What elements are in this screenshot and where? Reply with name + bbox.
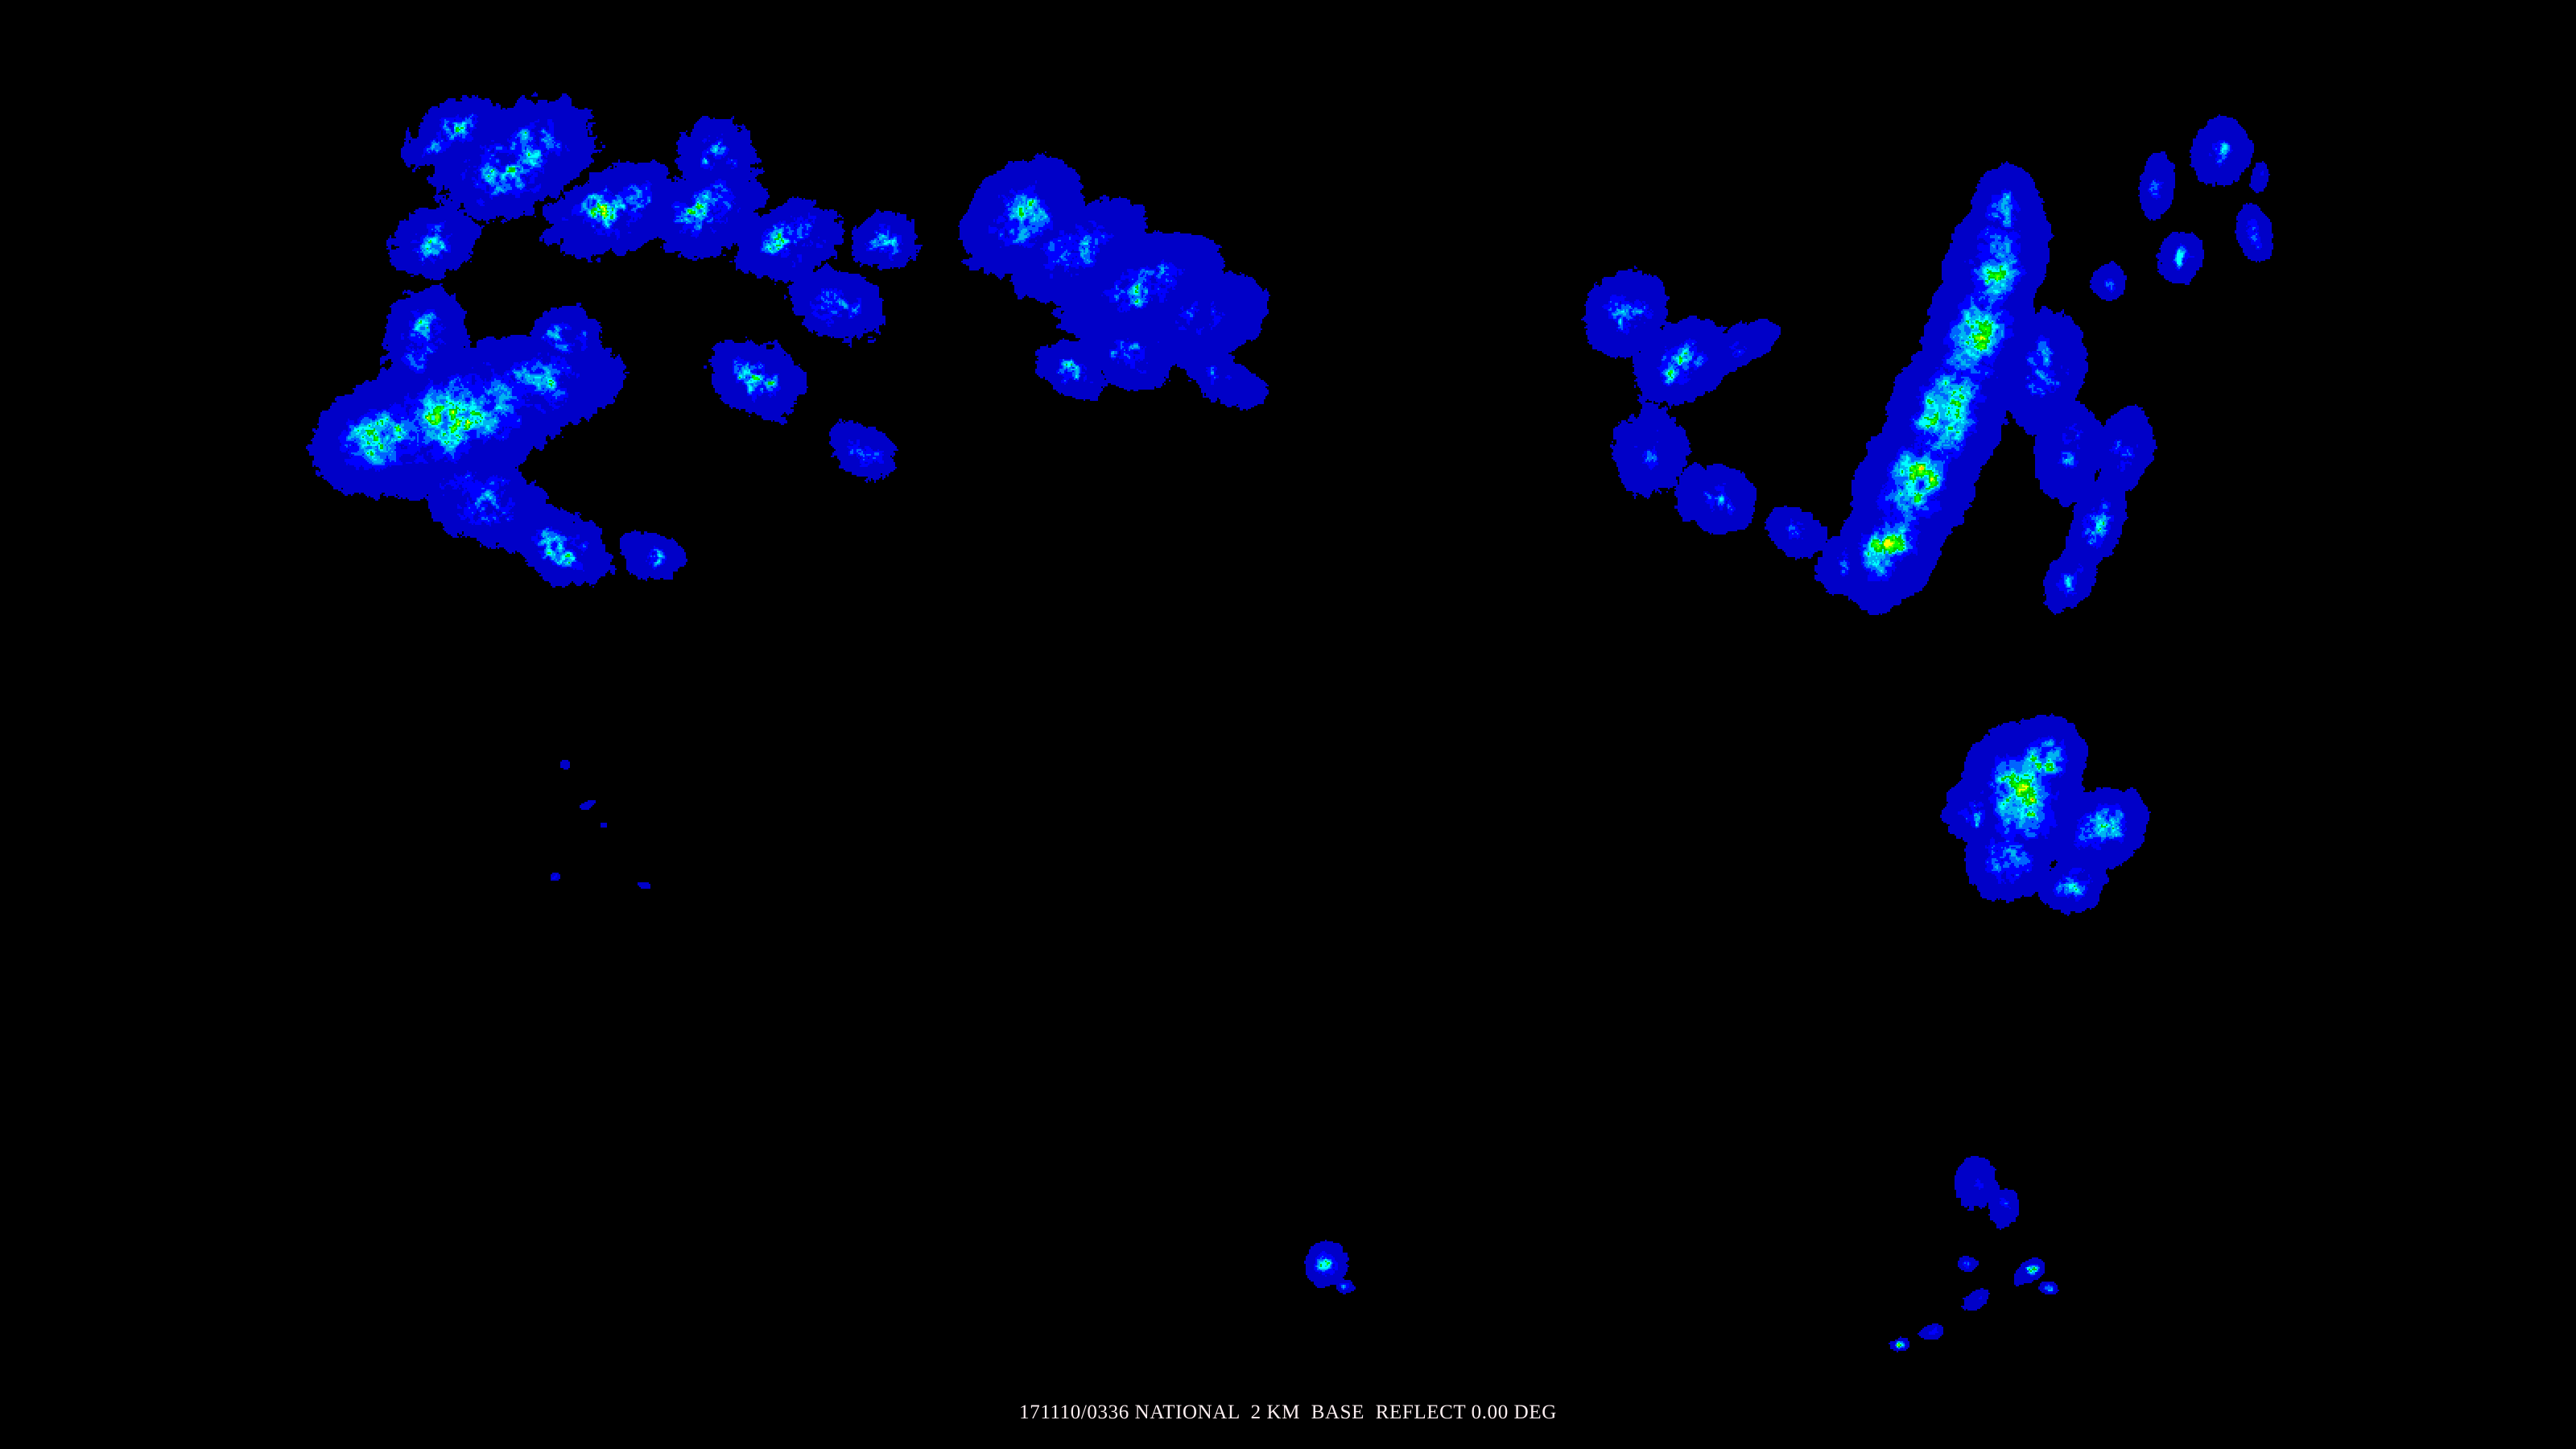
radar-reflectivity-mosaic [0, 0, 2576, 1449]
radar-image-viewport: 171110/0336 NATIONAL 2 KM BASE REFLECT 0… [0, 0, 2576, 1449]
